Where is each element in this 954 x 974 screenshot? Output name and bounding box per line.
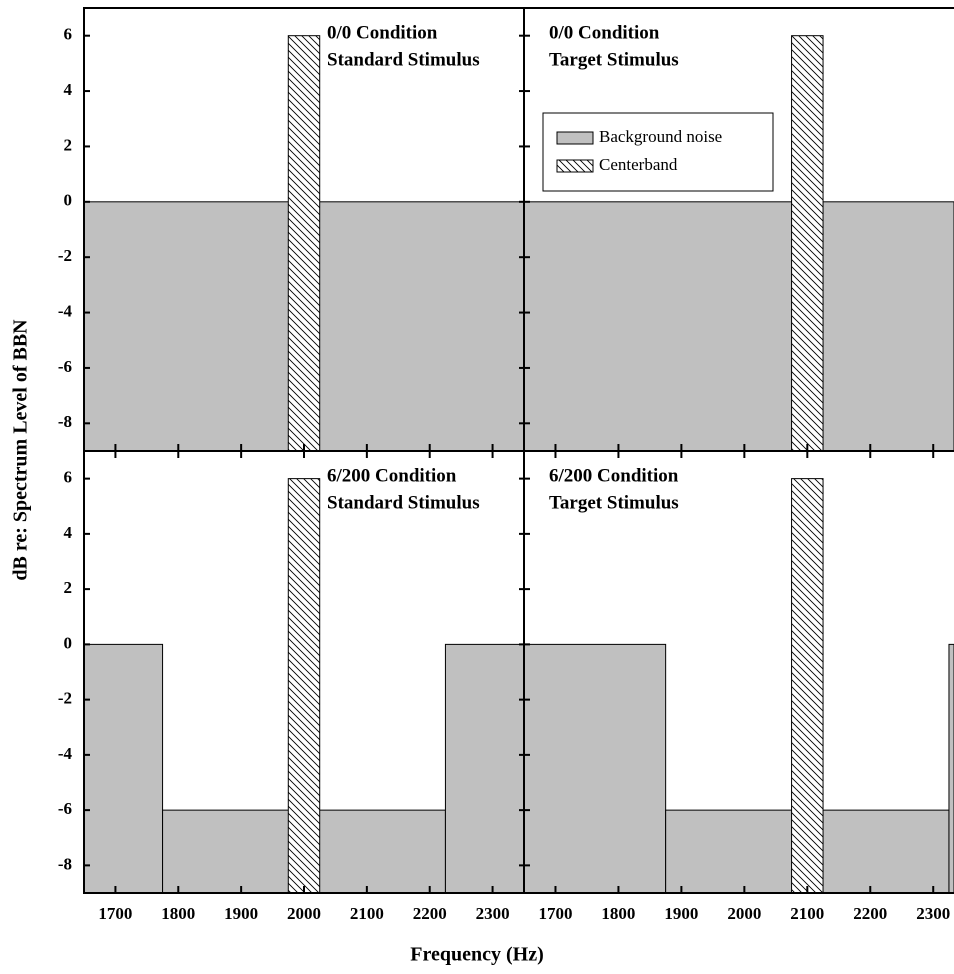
legend-label: Centerband bbox=[599, 155, 678, 174]
legend-swatch bbox=[556, 131, 594, 145]
y-tick-label: -2 bbox=[58, 689, 72, 708]
x-axis-label: Frequency (Hz) bbox=[410, 944, 544, 966]
y-tick-label: 0 bbox=[64, 191, 73, 210]
legend-swatch bbox=[556, 159, 594, 173]
x-tick-label: 1700 bbox=[98, 904, 132, 923]
legend-label: Background noise bbox=[599, 127, 722, 146]
x-tick-label: 2300 bbox=[476, 904, 510, 923]
x-tick-label: 2100 bbox=[790, 904, 824, 923]
x-tick-label: 2100 bbox=[350, 904, 384, 923]
background-bar bbox=[523, 201, 954, 452]
y-tick-label: 6 bbox=[64, 468, 73, 487]
y-tick-label: 2 bbox=[64, 578, 73, 597]
x-tick-label: 1800 bbox=[161, 904, 195, 923]
y-tick-label: -4 bbox=[58, 301, 73, 320]
x-tick-label: 2200 bbox=[853, 904, 887, 923]
background-bar bbox=[444, 643, 525, 894]
x-tick-label: 1700 bbox=[538, 904, 572, 923]
panel-title: 6/200 Condition bbox=[549, 465, 679, 486]
panel-subtitle: Target Stimulus bbox=[549, 49, 679, 70]
background-bar bbox=[83, 643, 164, 894]
centerband-bar bbox=[791, 35, 824, 452]
y-tick-label: 2 bbox=[64, 135, 73, 154]
centerband-bar bbox=[287, 35, 321, 452]
y-tick-label: -8 bbox=[58, 412, 72, 431]
y-tick-label: 4 bbox=[64, 523, 73, 542]
x-tick-label: 1800 bbox=[601, 904, 635, 923]
panel-title: 6/200 Condition bbox=[327, 465, 457, 486]
y-tick-label: -4 bbox=[58, 744, 73, 763]
centerband-bar bbox=[791, 478, 824, 894]
y-tick-label: -8 bbox=[58, 854, 72, 873]
y-tick-label: 0 bbox=[64, 633, 73, 652]
y-axis-label: dB re: Spectrum Level of BBN bbox=[10, 319, 32, 581]
panel-title: 0/0 Condition bbox=[327, 22, 438, 43]
x-tick-label: 2000 bbox=[287, 904, 321, 923]
background-bar bbox=[948, 643, 954, 894]
background-bar bbox=[523, 643, 667, 894]
y-tick-label: -6 bbox=[58, 357, 72, 376]
x-tick-label: 2300 bbox=[916, 904, 950, 923]
x-tick-label: 1900 bbox=[664, 904, 698, 923]
x-tick-label: 1900 bbox=[224, 904, 258, 923]
panel-subtitle: Standard Stimulus bbox=[327, 49, 480, 70]
x-tick-label: 2200 bbox=[413, 904, 447, 923]
x-tick-label: 2000 bbox=[727, 904, 761, 923]
y-tick-label: -2 bbox=[58, 246, 72, 265]
y-tick-label: 4 bbox=[64, 80, 73, 99]
centerband-bar bbox=[287, 478, 321, 894]
y-tick-label: -6 bbox=[58, 799, 72, 818]
panel-subtitle: Target Stimulus bbox=[549, 492, 679, 513]
legend-box bbox=[542, 112, 774, 192]
panel-subtitle: Standard Stimulus bbox=[327, 492, 480, 513]
panel-title: 0/0 Condition bbox=[549, 22, 660, 43]
y-tick-label: 6 bbox=[64, 25, 73, 44]
